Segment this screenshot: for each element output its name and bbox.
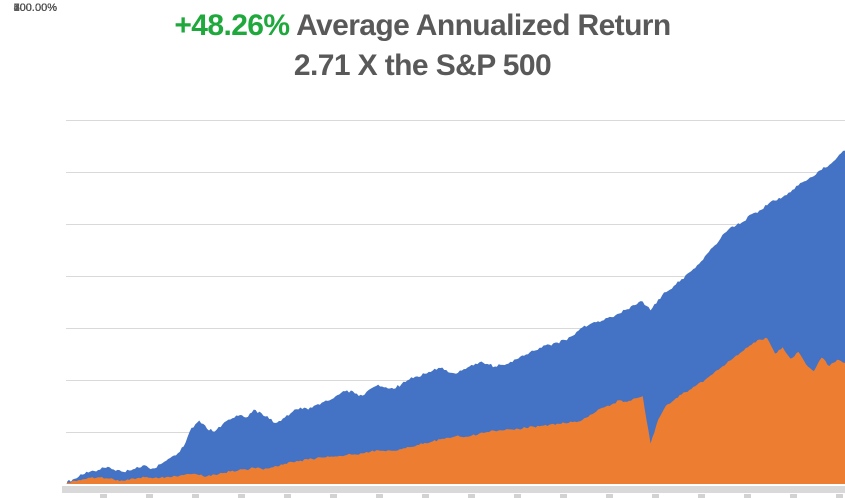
x-axis-label-fragments (100, 494, 845, 498)
blue-area-strategy-cumulative-return (67, 150, 845, 484)
title-line1-text: Average Annualized Return (296, 9, 671, 42)
y-axis-tick-label: 700.00% (13, 2, 57, 14)
y-axis-tick-label: 0.00% (25, 2, 57, 14)
y-axis-tick-label: 400.00% (13, 2, 57, 14)
y-axis-tick-label: 600.00% (13, 2, 57, 14)
gridline-600 (66, 172, 845, 173)
chart-title-line1: +48.26% Average Annualized Return (0, 6, 845, 46)
y-axis-tick-label: 100.00% (13, 2, 57, 14)
orange-area-sp500-cumulative-return (67, 337, 845, 484)
y-axis-tick-label: 300.00% (13, 2, 57, 14)
chart-title: +48.26% Average Annualized Return 2.71 X… (0, 6, 845, 86)
gridline-300 (66, 328, 845, 329)
gridline-400 (66, 276, 845, 277)
title-highlight-percent: +48.26% (174, 9, 290, 42)
x-axis-band (62, 486, 845, 493)
y-axis-tick-label: 200.00% (13, 2, 57, 14)
gridline-700 (66, 120, 845, 121)
area-chart-canvas (67, 150, 845, 484)
chart-title-line2: 2.71 X the S&P 500 (293, 49, 552, 82)
y-axis-tick-label: 500.00% (13, 2, 57, 14)
gridline-500 (66, 224, 845, 225)
